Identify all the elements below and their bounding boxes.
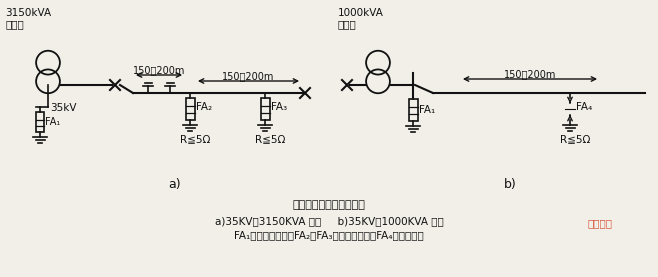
Text: 简化的进出线段保护方式: 简化的进出线段保护方式 <box>293 200 365 210</box>
Text: R≦5Ω: R≦5Ω <box>180 134 211 144</box>
Text: 35kV: 35kV <box>50 103 76 113</box>
Text: FA₃: FA₃ <box>271 102 287 112</box>
Text: 150～200m: 150～200m <box>504 69 556 79</box>
Text: 1000kVA
及以下: 1000kVA 及以下 <box>338 8 384 30</box>
Bar <box>36 112 44 132</box>
Text: FA₄: FA₄ <box>576 102 592 112</box>
Text: FA₁－屏型避雷器；FA₂、FA₃－管型避雷器；FA₄－保护间隙: FA₁－屏型避雷器；FA₂、FA₃－管型避雷器；FA₄－保护间隙 <box>234 230 424 240</box>
Text: 150～200m: 150～200m <box>133 65 185 75</box>
Text: a)35KV，3150KVA 以下     b)35KV，1000KVA 以下: a)35KV，3150KVA 以下 b)35KV，1000KVA 以下 <box>215 216 443 226</box>
Text: 150～200m: 150～200m <box>222 71 274 81</box>
Bar <box>186 98 195 120</box>
Bar <box>261 98 270 120</box>
Text: FA₂: FA₂ <box>196 102 212 112</box>
Text: R≦5Ω: R≦5Ω <box>255 134 286 144</box>
Bar <box>409 99 417 121</box>
Text: b): b) <box>503 178 517 191</box>
Text: 3150kVA
及以下: 3150kVA 及以下 <box>5 8 51 30</box>
Text: a): a) <box>168 178 182 191</box>
Text: FA₁: FA₁ <box>419 105 435 115</box>
Text: R≦5Ω: R≦5Ω <box>560 134 590 144</box>
Text: 电工天下: 电工天下 <box>588 218 613 228</box>
Text: FA₁: FA₁ <box>45 117 61 127</box>
